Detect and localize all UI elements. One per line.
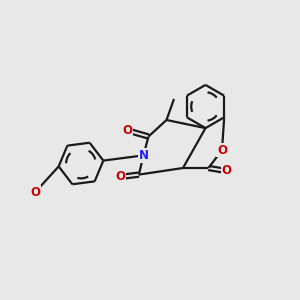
Text: O: O xyxy=(30,185,40,199)
Text: O: O xyxy=(115,170,125,184)
Text: O: O xyxy=(122,124,133,137)
Text: O: O xyxy=(217,143,227,157)
Text: O: O xyxy=(221,164,232,178)
Text: N: N xyxy=(138,149,148,162)
